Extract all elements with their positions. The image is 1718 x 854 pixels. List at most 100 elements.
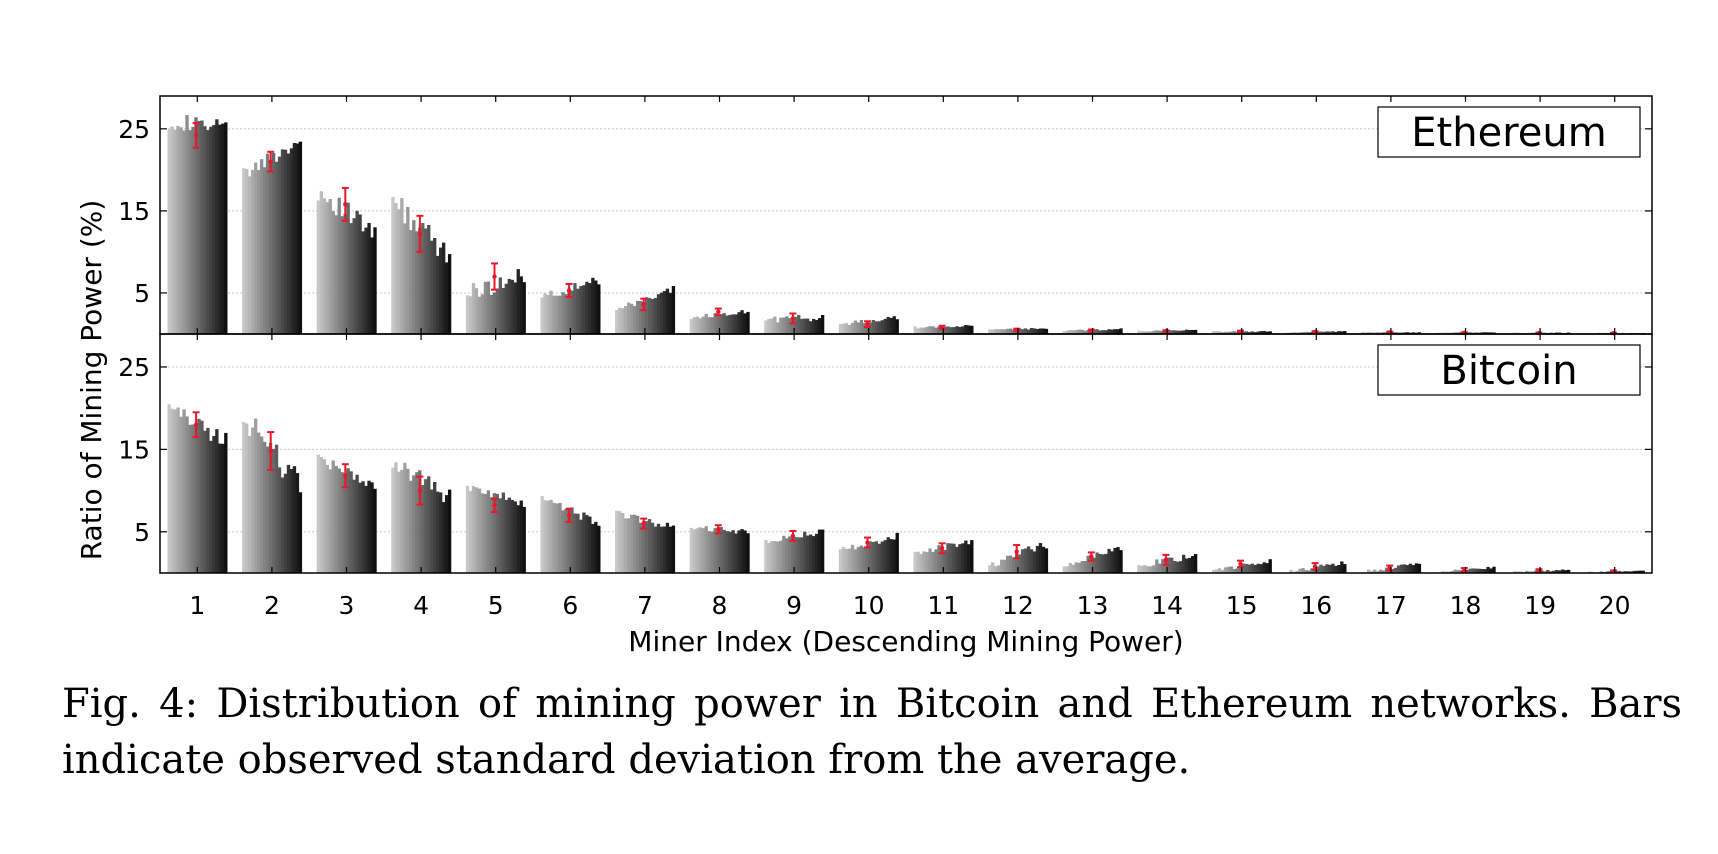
bar — [259, 436, 264, 573]
bar — [191, 424, 195, 573]
x-tick-label: 3 — [339, 591, 355, 620]
bar — [1062, 331, 1066, 334]
bar — [567, 508, 571, 573]
bar — [862, 547, 867, 573]
bar — [1155, 330, 1159, 334]
bar — [1161, 559, 1165, 573]
bar — [555, 503, 559, 573]
bar — [937, 545, 941, 573]
bar — [722, 529, 726, 573]
bar — [555, 295, 559, 334]
bar — [665, 288, 670, 334]
bar — [1405, 332, 1410, 334]
miner-group-4 — [391, 197, 452, 334]
bar — [170, 126, 174, 335]
bar — [1408, 563, 1413, 573]
bar — [650, 522, 655, 573]
bar — [764, 539, 768, 573]
bar — [737, 312, 741, 334]
mean-marker — [1238, 561, 1243, 567]
bar — [1480, 568, 1484, 573]
bar — [200, 420, 204, 573]
bar — [486, 490, 491, 573]
bar — [1179, 561, 1183, 573]
bar — [1158, 563, 1162, 573]
mean-marker — [566, 288, 572, 293]
bar — [668, 292, 673, 334]
bar — [1441, 571, 1445, 573]
bar — [543, 500, 547, 573]
bar — [489, 497, 494, 573]
bar — [776, 541, 780, 573]
bar — [1617, 570, 1622, 573]
x-tick-label: 16 — [1300, 591, 1332, 620]
bar — [1405, 565, 1410, 573]
miner-group-12 — [988, 327, 1049, 334]
miner-group-1 — [167, 404, 228, 573]
bar — [298, 492, 303, 573]
bar — [853, 549, 858, 573]
bar — [215, 429, 219, 573]
bar — [1149, 566, 1153, 573]
bar — [346, 468, 350, 573]
bar — [465, 485, 470, 573]
bar — [1325, 331, 1329, 334]
bar — [689, 319, 693, 334]
bar — [656, 523, 661, 573]
bar — [1334, 565, 1338, 573]
bar — [886, 316, 890, 334]
bar — [403, 223, 407, 334]
mean-marker — [566, 513, 572, 518]
bar — [698, 318, 702, 334]
bar — [597, 284, 601, 334]
bar — [1337, 331, 1341, 334]
bar — [289, 148, 294, 334]
bar — [1170, 330, 1174, 334]
bar — [1546, 569, 1550, 573]
bar — [644, 521, 649, 573]
bar — [871, 319, 876, 334]
bar — [415, 472, 419, 573]
bar — [558, 502, 562, 573]
bar — [970, 325, 974, 334]
bar — [1002, 329, 1007, 334]
y-tick-label: 25 — [118, 115, 150, 144]
bar — [245, 168, 249, 334]
bar — [746, 533, 750, 573]
bar — [1525, 570, 1529, 573]
miner-group-3 — [316, 454, 377, 573]
bar — [624, 306, 628, 334]
miner-group-19 — [1510, 568, 1571, 573]
bar — [671, 286, 676, 334]
bar — [355, 474, 359, 573]
bar — [588, 283, 592, 334]
bar — [492, 292, 497, 334]
bar — [1223, 567, 1228, 573]
bar — [218, 124, 222, 335]
bar — [1068, 563, 1072, 573]
bar — [1095, 329, 1099, 334]
bar — [1193, 329, 1198, 334]
bar — [1223, 331, 1228, 334]
bar — [391, 197, 395, 334]
bar — [1375, 332, 1380, 334]
bar — [797, 537, 801, 573]
bar — [203, 126, 207, 334]
bar — [806, 318, 810, 334]
bar — [656, 294, 661, 334]
bar — [707, 317, 711, 334]
bar — [394, 202, 398, 334]
bar — [504, 499, 508, 573]
bar — [1560, 569, 1565, 573]
bar — [516, 269, 520, 334]
x-tick-label: 9 — [786, 591, 802, 620]
bar — [764, 320, 768, 334]
bar — [1104, 553, 1108, 573]
bar — [289, 469, 294, 573]
bar — [224, 122, 228, 334]
bar — [1262, 562, 1266, 573]
bar — [1214, 569, 1219, 573]
bar — [785, 538, 789, 573]
bar — [817, 529, 822, 573]
bar — [483, 281, 488, 334]
